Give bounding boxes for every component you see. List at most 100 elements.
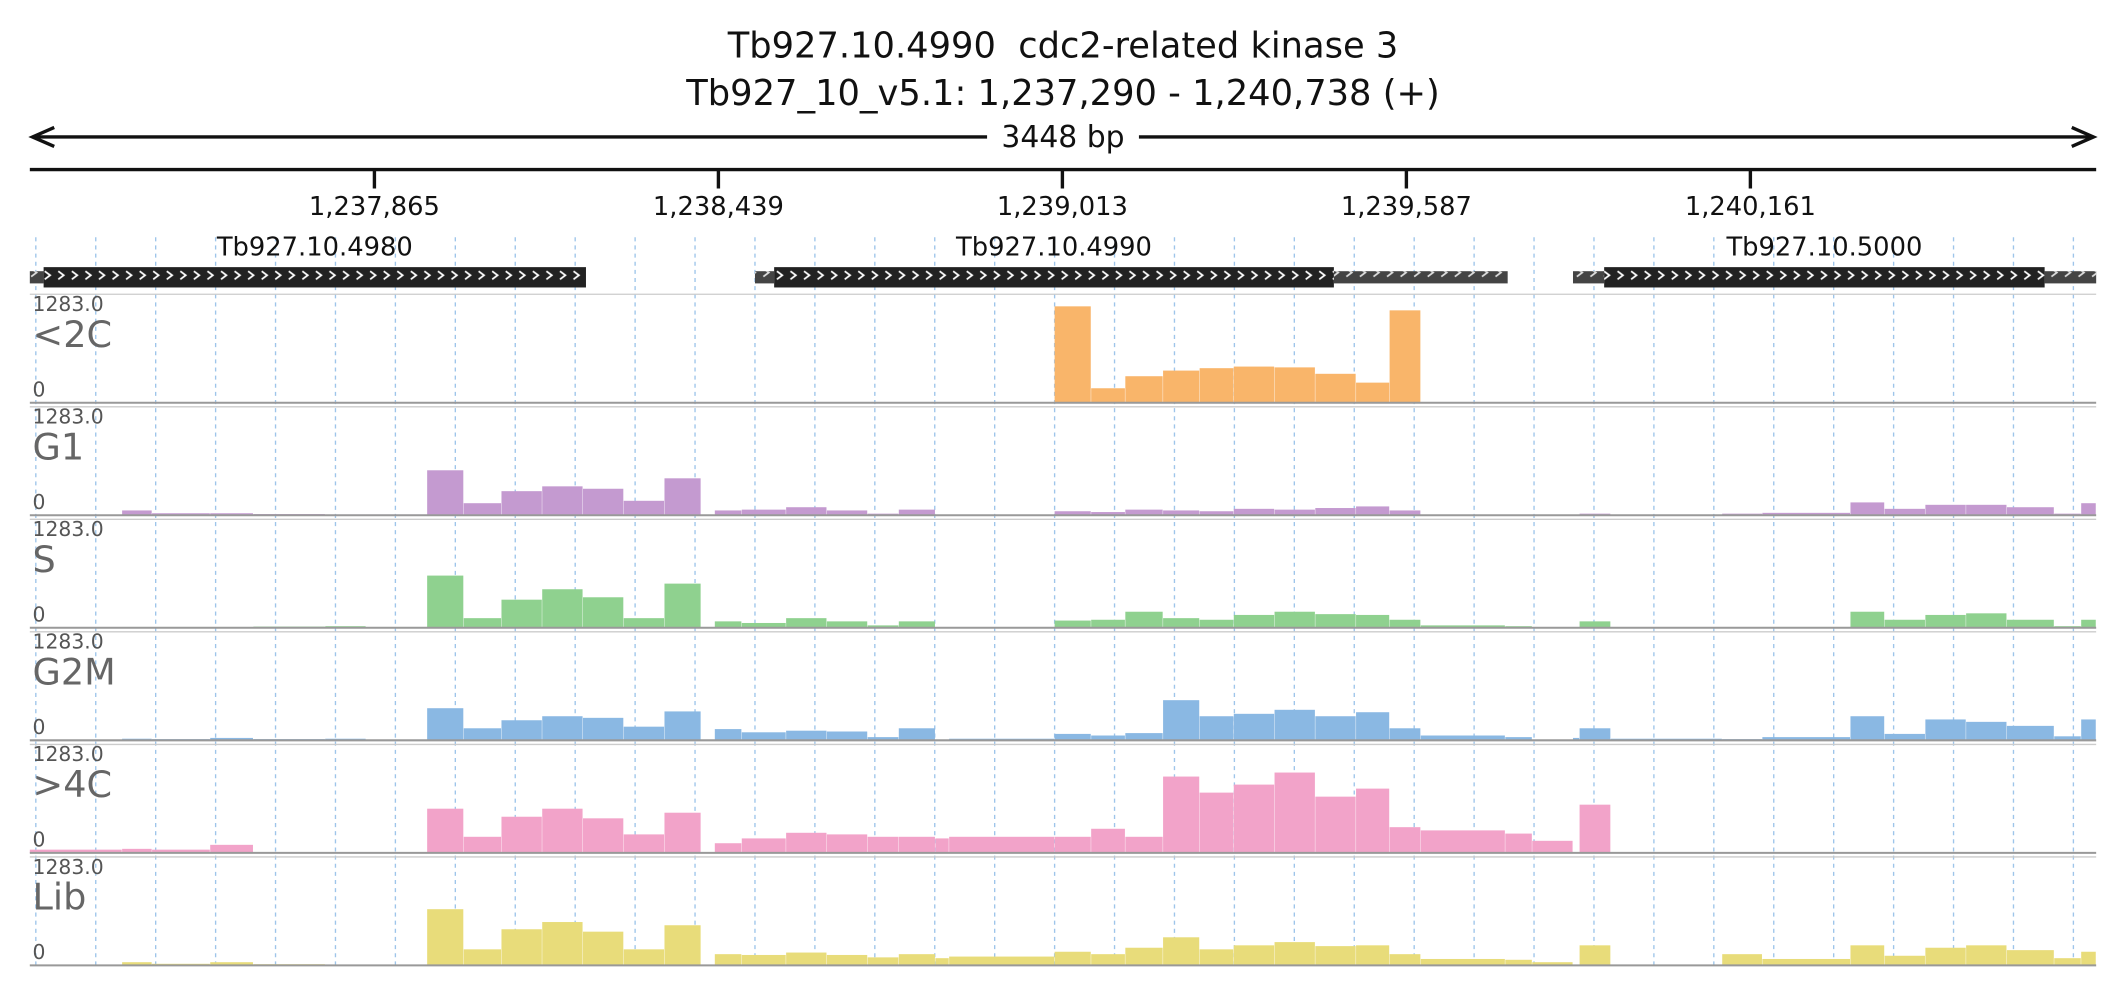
x-tick-label: 1,240,161 <box>1685 192 1816 222</box>
strand-arrows <box>1572 271 1605 284</box>
chart-subtitle: Tb927_10_v5.1: 1,237,290 - 1,240,738 (+) <box>685 73 1439 114</box>
coverage-bar <box>1579 945 1611 966</box>
coverage-bar <box>1233 366 1275 403</box>
coverage-bar <box>1762 737 1851 741</box>
coverage-bar <box>664 812 701 853</box>
strand-arrows <box>29 271 44 284</box>
coverage-bar <box>1274 942 1315 966</box>
coverage-bar <box>501 816 542 853</box>
coverage-bar <box>1572 737 1580 741</box>
coverage-bar <box>1163 370 1200 403</box>
coverage-bar <box>898 836 935 853</box>
coverage-bar <box>1420 625 1505 628</box>
coverage-bar <box>741 509 786 516</box>
gene-label: Tb927.10.4990 <box>955 233 1152 263</box>
coverage-bar <box>935 838 949 853</box>
coverage-bar <box>949 836 1055 853</box>
coverage-bar <box>1356 945 1390 966</box>
coverage-bar <box>1356 614 1390 628</box>
coverage-bar <box>542 922 583 966</box>
coverage-bar <box>210 844 253 853</box>
coverage-bar <box>1125 509 1163 516</box>
coverage-bar <box>786 618 827 628</box>
coverage-bar <box>501 720 542 741</box>
coverage-bar <box>582 717 624 741</box>
coverage-bar <box>1532 840 1573 853</box>
coverage-bar <box>623 726 665 741</box>
coverage-bar <box>2081 719 2096 741</box>
coverage-bar <box>1850 945 1885 966</box>
coverage-bar <box>1091 828 1125 853</box>
coverage-bar <box>29 849 122 853</box>
coverage-bar <box>1125 376 1163 403</box>
coverage-bar <box>1356 382 1390 403</box>
coverage-bar <box>826 834 868 853</box>
x-tick-label: 1,238,439 <box>653 192 784 222</box>
coverage-bar <box>501 599 542 628</box>
coverage-bar <box>786 952 827 966</box>
coverage-bar <box>1420 958 1505 966</box>
coverage-bar <box>1163 776 1200 853</box>
y-tick-label: 0 <box>33 940 46 964</box>
span-label: 3448 bp <box>1001 120 1124 155</box>
coverage-bar <box>1850 716 1885 741</box>
track-name: G2M <box>33 650 116 693</box>
coverage-bar <box>2081 619 2096 628</box>
coverage-bar <box>1389 510 1421 516</box>
coverage-bar <box>741 622 786 628</box>
coverage-bar <box>501 491 542 516</box>
coverage-bar <box>1389 728 1421 741</box>
coverage-bar <box>1274 772 1315 853</box>
coverage-bar <box>1054 836 1091 853</box>
coverage-bar <box>463 836 502 853</box>
coverage-bar <box>427 575 464 628</box>
coverage-bar <box>427 909 464 966</box>
coverage-bar <box>1389 619 1421 628</box>
coverage-bar <box>1505 737 1532 741</box>
coverage-bar <box>1356 788 1390 853</box>
coverage-bar <box>1091 954 1125 966</box>
coverage-bar <box>1274 509 1315 516</box>
coverage-bar <box>664 711 701 741</box>
coverage-bar <box>1579 728 1611 741</box>
coverage-bar <box>1925 947 1966 966</box>
coverage-bar <box>542 486 583 516</box>
coverage-bar <box>786 832 827 853</box>
y-tick-label: 0 <box>33 715 46 739</box>
coverage-bar <box>1925 719 1966 741</box>
coverage-bar <box>1233 508 1275 516</box>
coverage-bar <box>1966 504 2007 516</box>
strand-arrows <box>43 267 586 288</box>
track-name: S <box>33 538 56 581</box>
coverage-bar <box>542 808 583 853</box>
y-tick-label: 1283.0 <box>33 855 104 879</box>
coverage-bar <box>1505 959 1532 966</box>
coverage-bar <box>867 957 899 966</box>
coverage-bar <box>463 728 502 741</box>
coverage-bar <box>1762 958 1851 966</box>
coverage-bar <box>1091 512 1125 516</box>
strand-arrows <box>1333 271 1508 284</box>
coverage-bar <box>935 958 949 966</box>
coverage-bar <box>741 954 786 966</box>
coverage-bar <box>2006 950 2054 966</box>
coverage-bar <box>1091 735 1125 741</box>
coverage-bar <box>826 954 868 966</box>
y-tick-label: 1283.0 <box>33 742 104 766</box>
coverage-bar <box>1233 945 1275 966</box>
coverage-bar <box>1315 946 1356 966</box>
coverage-bar <box>1233 784 1275 853</box>
coverage-bar <box>1199 949 1234 966</box>
coverage-bar <box>1356 712 1390 741</box>
span-arrow <box>28 119 2098 155</box>
coverage-bar <box>210 737 253 741</box>
coverage-bar <box>542 589 583 628</box>
coverage-bar <box>1420 735 1505 741</box>
coverage-bar <box>1274 611 1315 628</box>
coverage-bar <box>867 836 899 853</box>
coverage-bar <box>2054 736 2081 741</box>
y-tick-label: 1283.0 <box>33 630 104 654</box>
coverage-bar <box>1163 618 1200 628</box>
